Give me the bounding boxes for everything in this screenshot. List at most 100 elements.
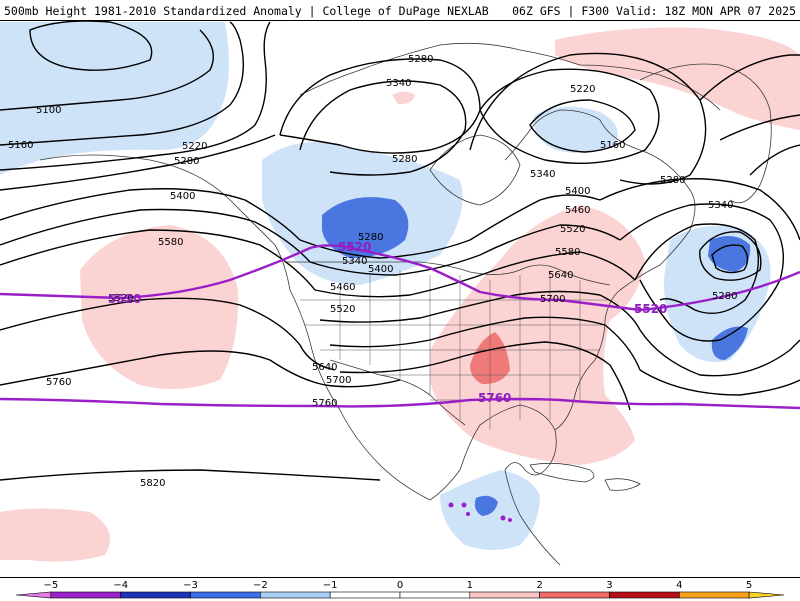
colorbar-bin-4 xyxy=(329,591,401,599)
colorbar-tick-label: 2 xyxy=(536,580,542,591)
contour-5340-n xyxy=(299,80,467,176)
colorbar-bin-0 xyxy=(50,591,122,599)
colorbar-tick-label: −5 xyxy=(44,580,59,591)
contour-ridge-w-4 xyxy=(0,297,336,371)
coast-centralamerica xyxy=(504,469,561,566)
label-5520-e: 5520 xyxy=(560,224,585,235)
colorbar-tick-label: 1 xyxy=(467,580,473,591)
label-5280-e: 5280 xyxy=(660,175,685,186)
colorbar-bin-3 xyxy=(260,591,331,599)
label-5400-e: 5400 xyxy=(565,186,590,197)
contour-mid-1 xyxy=(299,194,601,259)
colorbar-bin-7 xyxy=(539,591,610,599)
colorbar-tick-label: −3 xyxy=(183,580,198,591)
contour-5220 xyxy=(0,21,271,171)
colorbar-tick-label: 3 xyxy=(606,580,612,591)
contour-low-ne-pacific xyxy=(29,21,153,71)
anomaly-neg-centralam-core xyxy=(474,495,498,516)
label-5700-c: 5700 xyxy=(326,375,351,386)
anomaly-pos-southwest xyxy=(0,508,110,562)
label-5160-w: 5160 xyxy=(8,140,33,151)
ref-label-5760: 5760 xyxy=(478,391,511,405)
colorbar-end-high xyxy=(748,591,785,599)
label-5520-c: 5520 xyxy=(330,304,355,315)
contour-5280-w xyxy=(0,134,276,191)
ref-label-5520-c: 5520 xyxy=(338,240,371,254)
coast-florida-east xyxy=(554,289,621,431)
colorbar-tick-label: −2 xyxy=(253,580,268,591)
label-5580-e: 5580 xyxy=(555,247,580,258)
dot-1 xyxy=(448,502,454,508)
label-5340-c: 5340 xyxy=(342,256,367,267)
colorbar-bin-8 xyxy=(609,591,680,599)
ref-5760-line xyxy=(0,397,800,410)
colorbar: −5 −4 −3 −2 −1 0 1 2 3 4 5 xyxy=(0,577,800,601)
label-5340-top: 5340 xyxy=(386,78,411,89)
contour-ridge-w-2 xyxy=(0,208,311,263)
label-5280-c: 5280 xyxy=(358,232,383,243)
colorbar-bin-9 xyxy=(678,591,750,599)
contour-mid-5 xyxy=(329,316,641,371)
contour-5760-w xyxy=(0,350,401,388)
purple-dots xyxy=(448,502,512,522)
colorbar-end-low xyxy=(15,591,52,599)
state-boundaries xyxy=(300,270,610,430)
contour-5220-e xyxy=(479,68,660,165)
contour-5280-n xyxy=(279,58,481,154)
coastlines xyxy=(39,42,772,566)
contour-ridge-w-1 xyxy=(0,188,301,241)
label-5460-e: 5460 xyxy=(565,205,590,216)
title-bar: 500mb Height 1981-2010 Standardized Anom… xyxy=(0,0,800,21)
contour-mid-3 xyxy=(314,251,636,298)
contour-greenland xyxy=(699,54,800,176)
dot-2 xyxy=(461,502,467,508)
label-5280-n2: 5280 xyxy=(392,154,417,165)
contour-east-outer-2 xyxy=(639,369,800,396)
label-5760-w: 5760 xyxy=(46,377,71,388)
colorbar-tick-label: 4 xyxy=(676,580,682,591)
colorbar-tick-label: 5 xyxy=(746,580,752,591)
ref-label-5520-w: 5520 xyxy=(108,292,141,306)
coast-westnorthamerica xyxy=(289,289,431,501)
label-5220-top: 5220 xyxy=(570,84,595,95)
label-5160-e: 5160 xyxy=(600,140,625,151)
colorbar-bins xyxy=(15,591,785,599)
dot-4 xyxy=(500,515,506,521)
label-5640-e: 5640 xyxy=(548,270,573,281)
hudson-bay xyxy=(429,134,521,206)
ref-label-5520-e: 5520 xyxy=(634,302,667,316)
colorbar-ticks: −5 −4 −3 −2 −1 0 1 2 3 4 5 xyxy=(44,580,753,591)
label-5820: 5820 xyxy=(140,478,165,489)
anomaly-shading xyxy=(0,22,800,562)
anomaly-neg-atlantic-core2 xyxy=(711,326,748,360)
label-5340-e: 5340 xyxy=(530,169,555,180)
reference-contours xyxy=(0,244,800,410)
coast-alaska xyxy=(39,154,291,291)
colorbar-bin-5 xyxy=(399,591,471,599)
contour-5820 xyxy=(0,469,381,481)
label-5280-top: 5280 xyxy=(408,54,433,65)
anomaly-pos-smallnorth xyxy=(392,91,415,105)
contour-east-low-1 xyxy=(699,231,762,281)
anomaly-pos-east xyxy=(430,205,645,465)
us-canada-border xyxy=(285,261,611,286)
dot-5 xyxy=(508,518,512,522)
label-5520-w: 5520 xyxy=(108,293,133,304)
coast-maritime xyxy=(619,189,696,291)
label-5460-c: 5460 xyxy=(330,282,355,293)
contour-5160-e xyxy=(529,99,636,153)
contour-east-low-2 xyxy=(711,244,749,274)
colorbar-tick-label: −4 xyxy=(113,580,128,591)
colorbar-bin-2 xyxy=(190,591,261,599)
contour-east-outer xyxy=(639,329,800,377)
anomaly-neg-westcanada-core xyxy=(322,197,409,258)
label-5100: 5100 xyxy=(36,105,61,116)
label-5400-w: 5400 xyxy=(170,191,195,202)
contour-5160 xyxy=(0,21,245,146)
coast-greenland xyxy=(639,63,772,204)
label-5280-far-e: 5280 xyxy=(712,291,737,302)
colorbar-tick-label: −1 xyxy=(323,580,338,591)
anomaly-pos-pacific xyxy=(80,225,239,389)
contour-5100 xyxy=(0,29,214,111)
contour-east-trough-1 xyxy=(599,178,800,241)
